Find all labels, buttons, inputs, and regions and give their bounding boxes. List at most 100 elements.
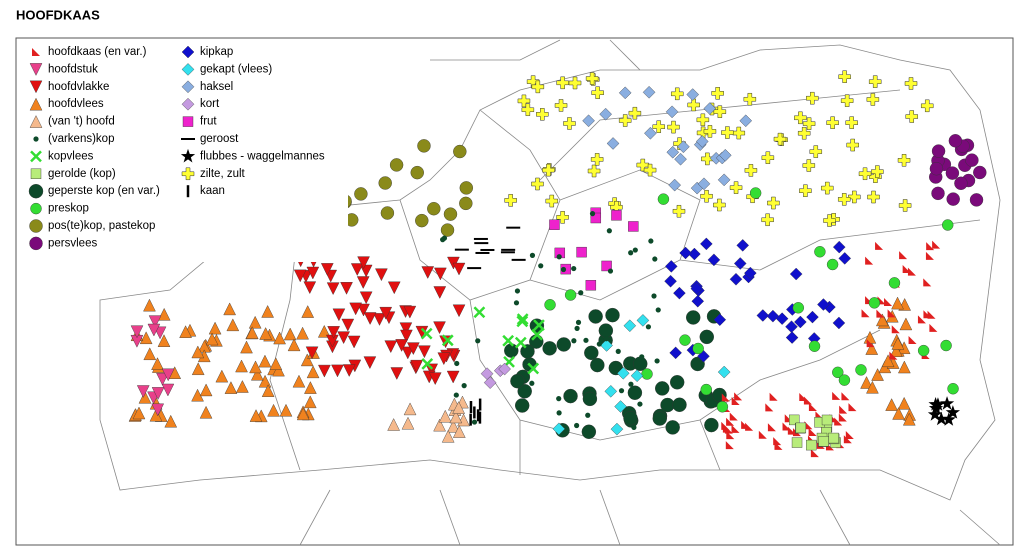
symbol: [148, 315, 162, 329]
symbol: [296, 326, 309, 340]
symbol: [389, 158, 404, 172]
legend-label: flubbes - waggelmannes: [200, 150, 325, 162]
symbol: [303, 281, 317, 295]
symbol: [560, 266, 567, 273]
symbol: [410, 359, 423, 373]
symbol: [428, 372, 442, 386]
symbol: [908, 336, 917, 345]
symbol: [806, 91, 819, 105]
symbol: [30, 168, 42, 180]
symbol: [287, 338, 301, 352]
symbol: [300, 353, 314, 367]
symbol: [729, 181, 743, 194]
symbol: [303, 395, 317, 409]
symbol: [226, 318, 240, 332]
symbol: [947, 383, 959, 395]
symbol: [690, 282, 704, 295]
legend-label: kaan: [200, 185, 225, 197]
symbol: [611, 210, 622, 221]
symbol: [700, 189, 713, 203]
symbol: [744, 266, 757, 280]
symbol: [632, 247, 638, 253]
symbol: [449, 410, 463, 424]
symbol: [350, 263, 364, 276]
symbol: [861, 309, 870, 318]
symbol: [181, 167, 195, 181]
symbol: [531, 80, 545, 94]
symbol: [820, 181, 834, 195]
symbol: [453, 144, 467, 159]
symbol: [191, 362, 205, 375]
symbol: [407, 342, 420, 356]
symbol: [327, 326, 340, 339]
symbol: [823, 214, 836, 227]
symbol: [756, 309, 770, 322]
symbol: [716, 401, 729, 413]
symbol: [301, 305, 315, 318]
symbol: [589, 211, 596, 217]
symbol: [585, 280, 597, 291]
symbol: [719, 148, 732, 162]
symbol: [679, 334, 691, 346]
legend-label: (varkens)kop: [48, 133, 114, 145]
symbol: [363, 312, 377, 325]
symbol: [236, 380, 249, 393]
symbol: [832, 240, 846, 254]
symbol: [848, 403, 857, 412]
symbol: [917, 344, 930, 357]
symbol: [317, 324, 331, 338]
symbol: [884, 298, 893, 307]
symbol: [839, 405, 848, 414]
symbol: [713, 313, 727, 326]
symbol: [697, 177, 711, 191]
symbol: [258, 354, 272, 368]
symbol: [615, 348, 621, 355]
symbol: [664, 260, 678, 273]
symbol: [929, 162, 944, 176]
symbol: [410, 165, 424, 180]
symbol: [672, 397, 687, 412]
symbol: [571, 265, 577, 272]
symbol: [441, 429, 455, 443]
symbol: [794, 315, 807, 329]
symbol: [729, 412, 738, 421]
symbol: [867, 190, 880, 204]
symbol: [533, 319, 545, 331]
symbol: [866, 380, 879, 394]
symbol: [151, 403, 165, 417]
symbol: [600, 339, 613, 352]
symbol: [356, 276, 370, 289]
symbol: [147, 323, 161, 337]
symbol: [809, 145, 823, 158]
symbol: [161, 383, 175, 397]
symbol: [590, 393, 596, 399]
legend-label: gerolde (kop): [48, 168, 116, 180]
symbol: [552, 422, 566, 436]
symbol: [868, 75, 882, 88]
symbol: [729, 272, 743, 286]
symbol: [648, 238, 654, 244]
symbol: [292, 374, 306, 388]
legend-label: zilte, zult: [200, 168, 246, 180]
symbol: [452, 262, 466, 276]
symbol: [340, 282, 353, 295]
symbol: [296, 407, 310, 421]
symbol: [700, 383, 712, 396]
symbol: [279, 403, 293, 417]
symbol: [731, 424, 740, 433]
symbol: [761, 213, 774, 227]
symbol: [726, 431, 735, 440]
symbol: [235, 359, 248, 373]
symbol: [181, 63, 195, 76]
symbol: [699, 329, 714, 345]
symbol: [395, 339, 408, 352]
symbol: [695, 135, 709, 148]
symbol: [359, 291, 373, 305]
symbol: [180, 148, 196, 163]
symbol: [373, 313, 386, 326]
symbol: [568, 76, 582, 90]
symbol: [725, 441, 734, 450]
symbol: [744, 164, 758, 177]
symbol: [614, 400, 627, 413]
